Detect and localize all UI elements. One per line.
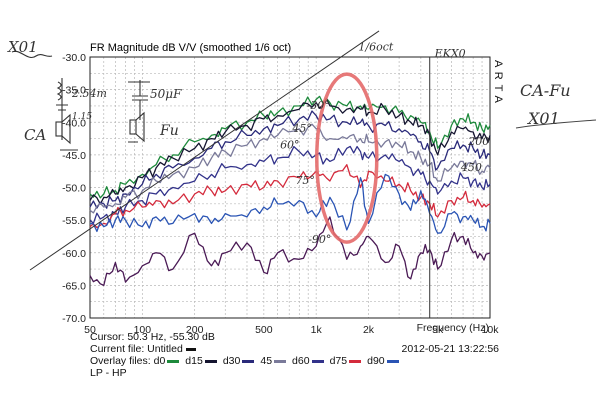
hand-label-resistor: 1.15: [72, 112, 92, 122]
series-line-d60: [89, 145, 491, 225]
hand-label-fu: Fu: [159, 123, 179, 139]
overlay-item-label: d30: [222, 355, 241, 367]
junction-stroke: [56, 104, 68, 111]
hand-label-ca: CA: [24, 126, 46, 144]
x-axis-label: Frequency (Hz): [417, 322, 489, 334]
pen-label: 1/6oct: [358, 40, 393, 53]
x-tick-label: 50: [84, 324, 96, 336]
crossover-schematic: [11, 50, 150, 151]
pen-slope-line: [29, 30, 380, 271]
pen-label: 75°: [295, 174, 315, 187]
x-tick-label: 1k: [311, 324, 323, 336]
pen-label: EKX0: [434, 47, 466, 60]
hand-label-ca-fu: CA-Fu: [520, 81, 571, 100]
pen-label: -90°: [308, 233, 331, 246]
overlay-item-label: d90: [367, 355, 385, 367]
x-tick-label: 500: [255, 324, 273, 336]
x-tick-label: 2k: [363, 324, 375, 336]
tweeter-cone: [135, 111, 145, 143]
current-file-swatch: [185, 347, 196, 351]
pen-label: 450: [460, 161, 482, 174]
y-tick-label: -50.0: [62, 183, 86, 195]
pen-label: 60°: [280, 138, 300, 151]
plot-frame: [89, 56, 491, 319]
overlay-item-swatch: [349, 359, 362, 363]
current-file-line: Current file: Untitled: [90, 343, 202, 355]
x-tick-label: 5k: [432, 324, 444, 336]
y-tick-label: -35.0: [62, 85, 86, 97]
overlay-item-label: d75: [329, 355, 348, 367]
y-tick-label: -60.0: [62, 248, 86, 260]
y-tick-label: -45.0: [62, 150, 86, 162]
pen-label: 200: [467, 135, 489, 148]
circled-region: [315, 72, 379, 244]
axis-ticks: 50 100 200 500 1k 2k 5k 10k -30.0 -35.0 -40.0 -45.0…: [62, 52, 499, 336]
y-tick-label: -40.0: [62, 117, 86, 129]
ground-strokes: [60, 141, 138, 151]
lp-hp-line: LP - HP: [90, 367, 127, 379]
overlay-item-swatch: [386, 359, 399, 363]
series-line-d90: [89, 173, 491, 234]
x-tick-label: 100: [134, 324, 152, 336]
overlay-item-label: d60: [292, 355, 310, 367]
x-tick-label: 10k: [482, 324, 500, 336]
y-tick-label: -65.0: [62, 280, 86, 292]
overlay-items: d0 d15 d30 45 d60 d75 d90: [154, 355, 405, 367]
overlay-item-swatch: [311, 359, 324, 363]
current-file-label: Current file: Untitled: [90, 343, 183, 355]
series-line-45: [89, 123, 491, 214]
overlay-item-label: d15: [185, 355, 203, 367]
y-tick-label: -70.0: [62, 313, 86, 325]
hand-label-x01: X01: [7, 38, 38, 56]
overlay-legend: Overlay files: d0 d15 d30 45 d60 d75 d90: [90, 355, 405, 367]
tweeter-symbol: [129, 119, 137, 135]
woofer-symbol: [55, 121, 63, 137]
arta-side-label: A R T A: [492, 60, 504, 104]
chart-title: FR Magnitude dB V/V (smoothed 1/6 oct): [90, 42, 291, 54]
pen-label: -30°: [307, 99, 330, 112]
pen-label: 45°: [291, 122, 312, 135]
overlay-item-swatch: [167, 359, 180, 363]
right-underline-stroke: [515, 119, 597, 129]
overlay-label: Overlay files:: [90, 355, 151, 367]
x-tick-label: 200: [186, 324, 204, 336]
overlay-item-label: 45: [260, 355, 273, 367]
y-tick-label: -30.0: [62, 52, 86, 64]
cursor-readout: Cursor: 50.3 Hz, -55.30 dB: [90, 331, 215, 343]
pen-annotations: -30° 45° 60° 75° -90° 200 450 EKX0 1/6oct: [29, 30, 489, 318]
overlay-item-swatch: [274, 359, 287, 363]
underline-stroke: [11, 50, 53, 58]
woofer-cone: [61, 113, 71, 145]
overlay-item-swatch: [242, 359, 255, 363]
overlay-item-label: d0: [153, 355, 166, 367]
hand-label-inductor: 2.54m: [71, 87, 107, 100]
hand-label-x01-right: X01: [526, 109, 560, 128]
series-line-d75: [89, 164, 491, 229]
timestamp: 2012-05-21 13:22:56: [401, 343, 500, 355]
capacitor-symbol: [128, 80, 150, 120]
hand-label-capacitor: 50μF: [150, 87, 182, 101]
series-line-unlabeled: [89, 216, 491, 287]
overlay-item-swatch: [204, 359, 217, 363]
series-line-d30: [89, 110, 491, 209]
y-tick-label: -55.0: [62, 215, 86, 227]
